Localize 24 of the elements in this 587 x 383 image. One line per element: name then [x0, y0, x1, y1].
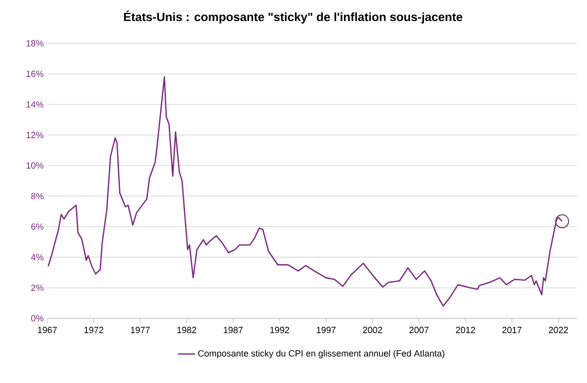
legend-label: Composante sticky du CPI en glissement annuel (Fed Atlanta)	[198, 350, 444, 358]
x-tick-label: 1982	[177, 326, 196, 334]
x-tick-label: 1987	[224, 326, 243, 334]
x-tick-label: 2007	[410, 326, 429, 334]
y-tick-label: 6%	[31, 223, 44, 230]
y-tick-label: 0%	[31, 315, 44, 322]
x-tick-label: 2002	[363, 326, 382, 334]
x-tick-label: 2022	[548, 326, 568, 334]
x-tick-label: 1967	[38, 326, 57, 334]
x-tick-label: 1972	[84, 326, 104, 334]
y-tick-label: 2%	[31, 284, 44, 291]
y-tick-label: 8%	[31, 192, 44, 200]
y-tick-label: 18%	[26, 40, 44, 46]
x-tick-label: 1977	[130, 326, 150, 334]
x-tick-label: 2012	[456, 326, 475, 334]
x-tick-label: 1997	[316, 326, 336, 334]
y-tick-label: 4%	[31, 254, 44, 260]
y-tick-label: 16%	[26, 70, 44, 78]
x-tick-label: 1992	[270, 326, 290, 334]
chart-title: États-Unis : composante "sticky" de l'inflation sous-jacente	[124, 10, 462, 24]
y-tick-label: 14%	[26, 101, 44, 108]
y-tick-label: 12%	[26, 132, 44, 138]
y-tick-label: 10%	[26, 162, 44, 169]
x-tick-label: 2017	[502, 326, 522, 334]
